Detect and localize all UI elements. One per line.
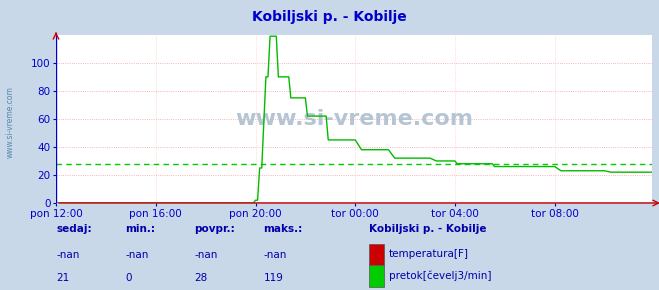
Text: 21: 21 [56, 273, 69, 283]
Text: Kobiljski p. - Kobilje: Kobiljski p. - Kobilje [252, 10, 407, 24]
Text: temperatura[F]: temperatura[F] [389, 249, 469, 259]
Text: 28: 28 [194, 273, 208, 283]
Text: www.si-vreme.com: www.si-vreme.com [5, 86, 14, 158]
Text: sedaj:: sedaj: [56, 224, 92, 234]
Text: -nan: -nan [56, 250, 79, 260]
Text: maks.:: maks.: [264, 224, 303, 234]
Text: Kobiljski p. - Kobilje: Kobiljski p. - Kobilje [369, 224, 486, 234]
Text: pretok[čevelj3/min]: pretok[čevelj3/min] [389, 271, 492, 281]
Text: -nan: -nan [194, 250, 217, 260]
Text: -nan: -nan [264, 250, 287, 260]
Text: 0: 0 [125, 273, 132, 283]
Text: 119: 119 [264, 273, 283, 283]
Text: -nan: -nan [125, 250, 148, 260]
Text: min.:: min.: [125, 224, 156, 234]
Text: povpr.:: povpr.: [194, 224, 235, 234]
Text: www.si-vreme.com: www.si-vreme.com [235, 109, 473, 129]
